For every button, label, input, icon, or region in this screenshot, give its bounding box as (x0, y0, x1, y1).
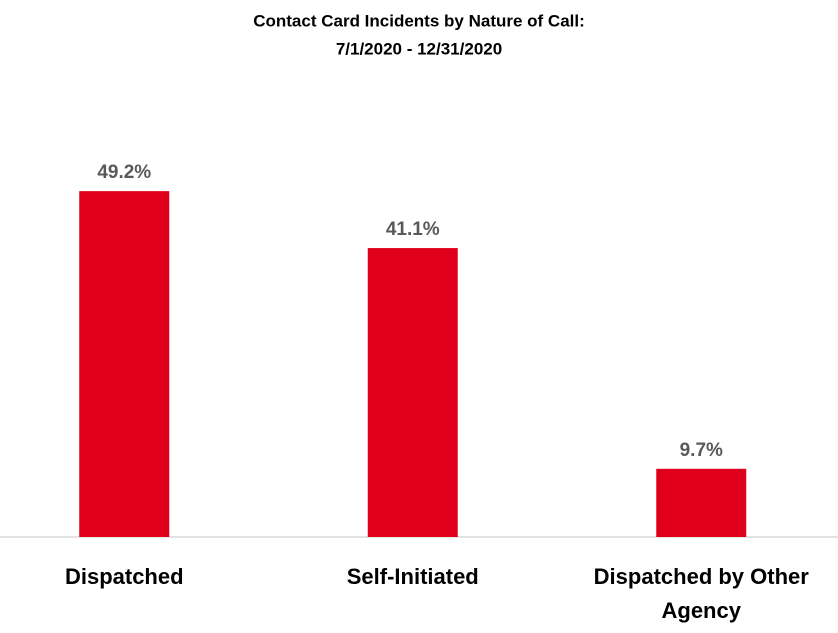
bar (656, 468, 747, 537)
x-tick-label: Dispatched by Other Agency (594, 564, 810, 623)
bar (367, 248, 458, 537)
data-label: 49.2% (97, 162, 151, 183)
data-label: 9.7% (680, 440, 723, 461)
chart-title: Contact Card Incidents by Nature of Call… (253, 11, 585, 30)
data-label: 41.1% (386, 219, 440, 240)
bar (79, 191, 170, 537)
chart-subtitle: 7/1/2020 - 12/31/2020 (336, 39, 502, 58)
x-tick-label: Self-Initiated (347, 564, 479, 589)
x-tick-label: Dispatched (65, 564, 184, 589)
